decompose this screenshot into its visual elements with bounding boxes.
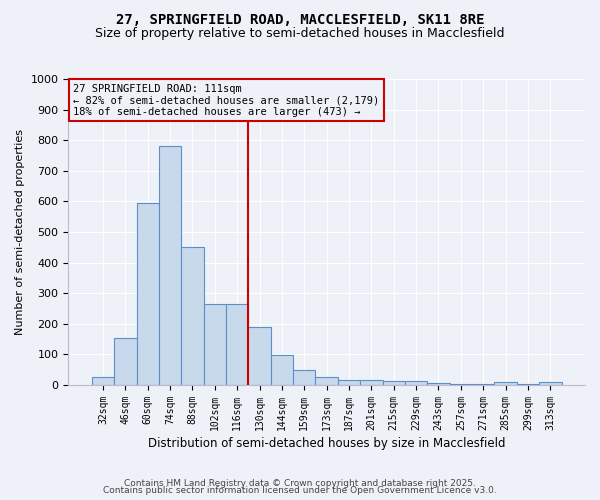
Bar	[226, 304, 248, 385]
Text: 27, SPRINGFIELD ROAD, MACCLESFIELD, SK11 8RE: 27, SPRINGFIELD ROAD, MACCLESFIELD, SK11…	[116, 12, 484, 26]
Text: Contains public sector information licensed under the Open Government Licence v3: Contains public sector information licen…	[103, 486, 497, 495]
Bar	[181, 248, 203, 385]
Y-axis label: Number of semi-detached properties: Number of semi-detached properties	[15, 129, 25, 335]
Bar	[338, 380, 360, 385]
Text: 27 SPRINGFIELD ROAD: 111sqm
← 82% of semi-detached houses are smaller (2,179)
18: 27 SPRINGFIELD ROAD: 111sqm ← 82% of sem…	[73, 84, 380, 117]
Bar	[137, 203, 159, 385]
Bar	[539, 382, 562, 385]
Bar	[271, 356, 293, 385]
Bar	[293, 370, 316, 385]
Bar	[472, 384, 494, 385]
Bar	[405, 381, 427, 385]
Bar	[383, 381, 405, 385]
Bar	[494, 382, 517, 385]
Bar	[92, 378, 114, 385]
Bar	[427, 383, 449, 385]
Bar	[114, 338, 137, 385]
Bar	[449, 384, 472, 385]
X-axis label: Distribution of semi-detached houses by size in Macclesfield: Distribution of semi-detached houses by …	[148, 437, 505, 450]
Bar	[517, 384, 539, 385]
Text: Size of property relative to semi-detached houses in Macclesfield: Size of property relative to semi-detach…	[95, 28, 505, 40]
Text: Contains HM Land Registry data © Crown copyright and database right 2025.: Contains HM Land Registry data © Crown c…	[124, 478, 476, 488]
Bar	[360, 380, 383, 385]
Bar	[203, 304, 226, 385]
Bar	[316, 376, 338, 385]
Bar	[159, 146, 181, 385]
Bar	[248, 327, 271, 385]
